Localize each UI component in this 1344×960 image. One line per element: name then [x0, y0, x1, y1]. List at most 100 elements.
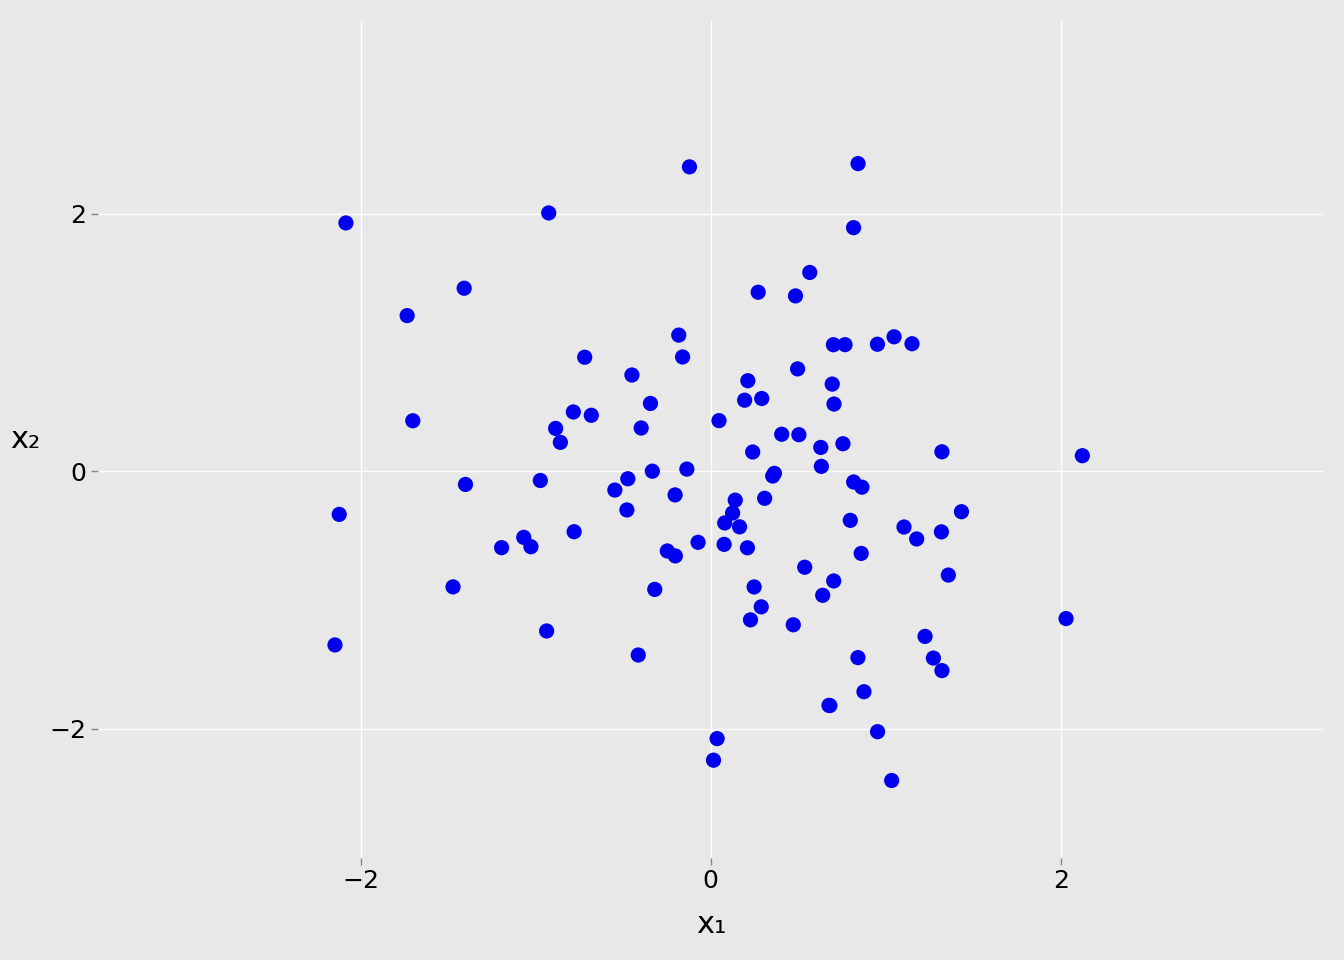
Point [851, 545, 872, 561]
Point [938, 567, 960, 583]
Point [724, 492, 746, 508]
Point [563, 404, 585, 420]
Point [563, 524, 585, 540]
Point [812, 588, 833, 603]
Point [707, 731, 728, 746]
Point [630, 420, 652, 436]
Point [883, 329, 905, 345]
Point [703, 753, 724, 768]
Point [603, 482, 625, 497]
Point [894, 519, 915, 535]
Point [835, 337, 856, 352]
Point [722, 505, 743, 520]
Point [335, 215, 356, 230]
Point [743, 579, 765, 594]
Point [782, 617, 804, 633]
Point [902, 336, 923, 351]
Point [931, 444, 953, 460]
Point [728, 519, 750, 535]
Point [950, 504, 972, 519]
Point [931, 663, 953, 679]
Point [687, 535, 708, 550]
Point [750, 599, 771, 614]
Point [786, 361, 808, 376]
Point [581, 408, 602, 423]
Point [672, 349, 694, 365]
Point [1055, 611, 1077, 626]
Point [867, 724, 888, 739]
Point [454, 477, 476, 492]
Point [847, 156, 868, 171]
Point [734, 393, 755, 408]
Point [628, 647, 649, 662]
Point [616, 502, 637, 517]
Point [880, 773, 902, 788]
Point [664, 548, 685, 564]
Point [714, 537, 735, 552]
Point [853, 684, 875, 700]
Point [402, 413, 423, 428]
Point [538, 205, 559, 221]
Point [800, 265, 821, 280]
Point [906, 531, 927, 546]
Point [668, 327, 689, 343]
Point [747, 284, 769, 300]
Point [843, 220, 864, 235]
Point [328, 507, 349, 522]
Point [847, 650, 868, 665]
Point [742, 444, 763, 460]
Point [840, 513, 862, 528]
Point [657, 543, 679, 559]
Point [621, 368, 642, 383]
Point [823, 337, 844, 352]
Point [781, 923, 802, 938]
Point [641, 464, 663, 479]
Point [708, 413, 730, 428]
Point [1071, 448, 1093, 464]
Point [617, 471, 638, 487]
Point [676, 462, 698, 477]
Point [851, 479, 872, 494]
Point [536, 623, 558, 638]
Point [818, 698, 840, 713]
Point [930, 524, 952, 540]
Point [922, 650, 943, 665]
Point [737, 373, 758, 389]
Point [771, 426, 793, 442]
Point [714, 516, 735, 531]
Point [442, 579, 464, 594]
Point [737, 540, 758, 556]
Point [739, 612, 761, 628]
Point [785, 288, 806, 303]
Point [754, 491, 775, 506]
Point [679, 159, 700, 175]
Point [867, 337, 888, 352]
Point [513, 530, 535, 545]
Point [574, 349, 595, 365]
Point [810, 459, 832, 474]
Point [823, 573, 844, 588]
Point [843, 474, 864, 490]
X-axis label: x₁: x₁ [696, 910, 726, 939]
Point [763, 466, 785, 481]
Point [914, 629, 935, 644]
Point [396, 308, 418, 324]
Point [810, 440, 832, 455]
Point [762, 468, 784, 484]
Point [818, 698, 840, 713]
Point [640, 396, 661, 411]
Point [550, 435, 571, 450]
Point [453, 280, 474, 296]
Point [751, 391, 773, 406]
Point [664, 488, 685, 503]
Point [530, 473, 551, 489]
Point [520, 540, 542, 555]
Point [544, 420, 566, 436]
Y-axis label: x₂: x₂ [9, 424, 40, 454]
Point [832, 436, 853, 451]
Point [788, 427, 809, 443]
Point [324, 637, 345, 653]
Point [644, 582, 665, 597]
Point [821, 376, 843, 392]
Point [794, 560, 816, 575]
